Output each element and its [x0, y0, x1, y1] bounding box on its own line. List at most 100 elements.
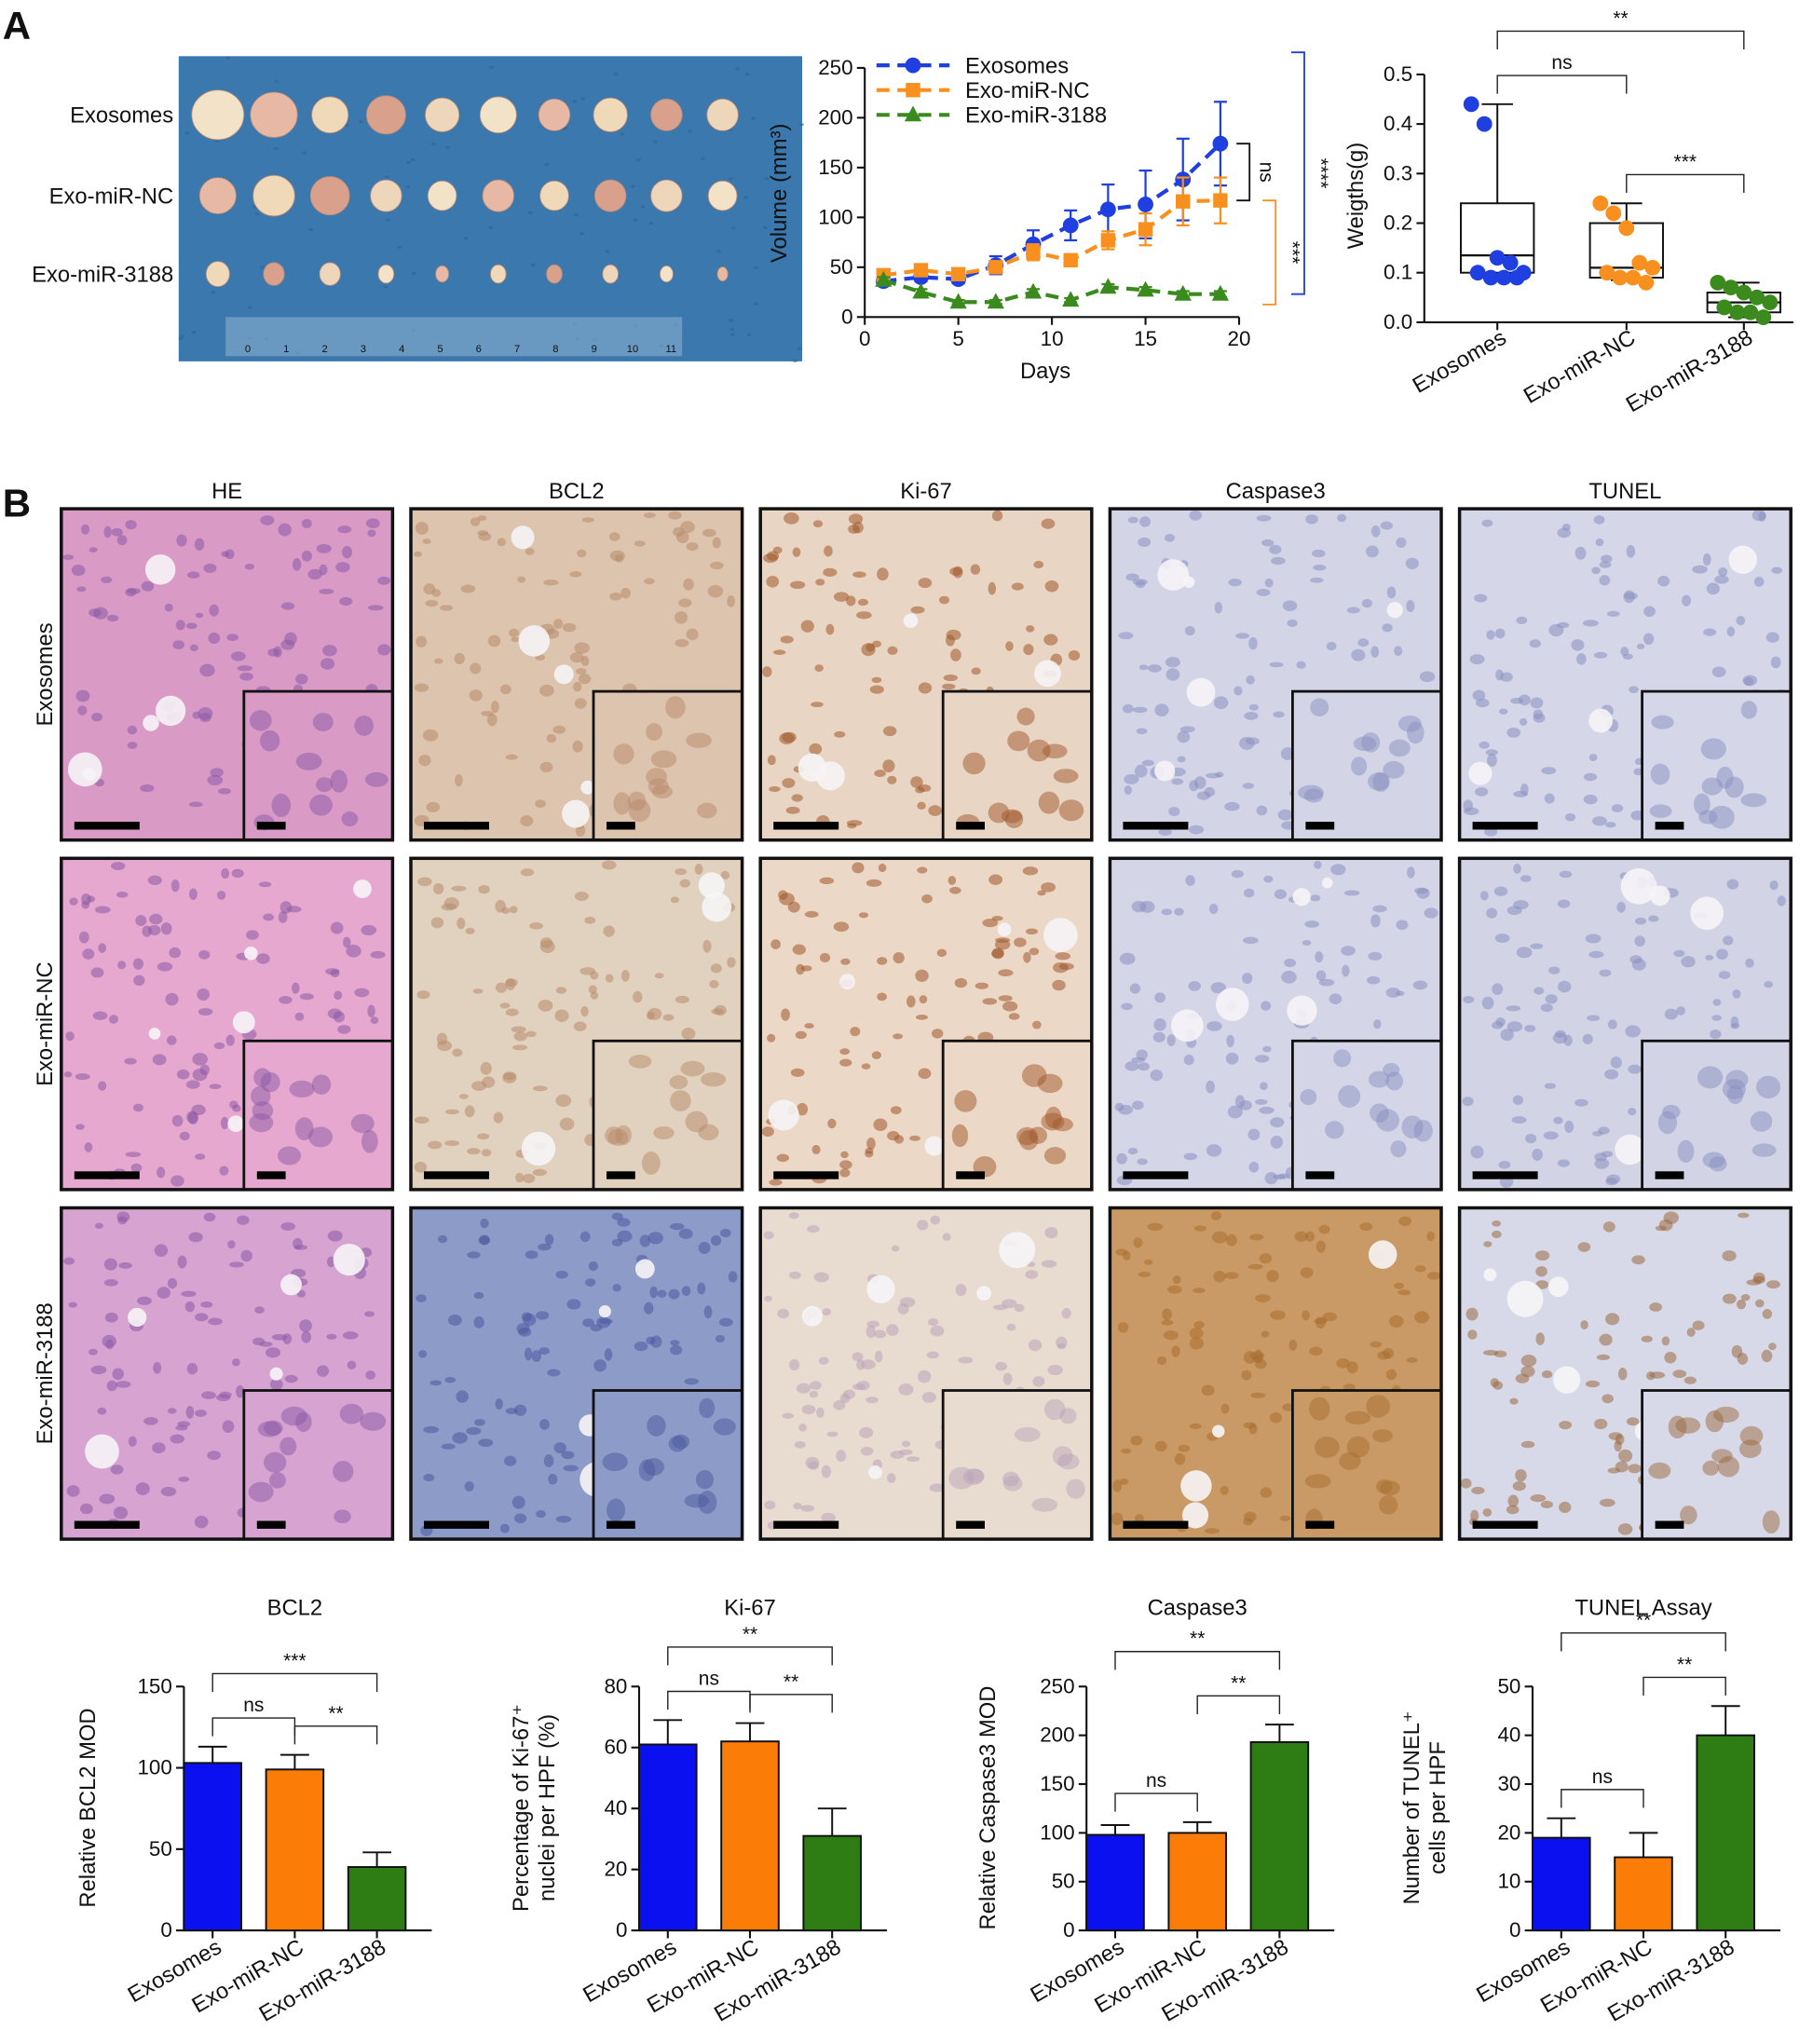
cell [112, 1368, 124, 1381]
inset-cell [1650, 763, 1670, 785]
photo-texture [488, 225, 493, 229]
cell [125, 1151, 142, 1158]
cell [99, 1493, 116, 1505]
cell [1330, 864, 1346, 876]
cell [1026, 625, 1035, 633]
cell [1599, 561, 1612, 568]
bar [1614, 1856, 1673, 1932]
scale-bar [1472, 822, 1538, 830]
bar [1249, 1741, 1310, 1932]
cell [998, 995, 1013, 1002]
cell [620, 970, 630, 982]
cell [447, 1314, 462, 1327]
cell [278, 911, 288, 923]
bar [265, 1768, 325, 1932]
cell [470, 662, 482, 675]
cell [1184, 625, 1195, 636]
point [1024, 282, 1043, 299]
cell [157, 1287, 171, 1300]
significance-bracket [1561, 1632, 1726, 1652]
cell [1121, 1448, 1132, 1454]
cell [198, 949, 211, 960]
cell [1628, 1064, 1642, 1074]
chart-title: BCL2 [267, 1595, 323, 1620]
cell [603, 925, 615, 937]
cell [1210, 1211, 1222, 1220]
cell [609, 550, 625, 562]
cell [1509, 1397, 1519, 1405]
cell [339, 596, 353, 606]
cell [185, 622, 198, 630]
cell [1249, 1233, 1264, 1241]
cell [890, 1106, 902, 1115]
cell [1643, 633, 1655, 646]
inset-cell [1338, 1084, 1361, 1108]
cell [856, 1381, 870, 1391]
inset-cell [1657, 1111, 1678, 1135]
cell [1765, 632, 1779, 643]
legend-marker [904, 105, 922, 122]
cell [90, 1365, 107, 1375]
cell [1535, 1332, 1545, 1346]
cell [337, 1025, 351, 1034]
cell [668, 511, 682, 520]
y-tick-label: 0 [1063, 1918, 1074, 1942]
cell [1193, 1321, 1205, 1329]
inset-cell [951, 1124, 969, 1148]
cell [1405, 557, 1419, 570]
scale-bar [1655, 822, 1684, 830]
inset-cell [1304, 1474, 1331, 1489]
cell [1641, 1335, 1653, 1342]
cell [286, 906, 302, 913]
cell [91, 713, 102, 722]
cell [1580, 1320, 1588, 1330]
scale-bar [773, 1520, 839, 1529]
cell [1296, 661, 1306, 669]
cell [1138, 537, 1152, 547]
cell [1544, 793, 1555, 804]
frame [1457, 1206, 1793, 1541]
cell [1394, 646, 1403, 657]
cell [89, 547, 98, 552]
scale-bar [1305, 1171, 1335, 1179]
cell [1768, 1342, 1777, 1351]
inset-cell [643, 1458, 664, 1476]
cell [1171, 1345, 1180, 1357]
cell [160, 922, 172, 935]
panel-label: A [3, 4, 31, 48]
cell [1141, 759, 1154, 767]
cell [703, 1305, 713, 1319]
cell [807, 1225, 820, 1233]
inset-cell [962, 752, 986, 775]
tumor [427, 180, 457, 211]
photo-texture [531, 263, 536, 266]
significance-label: ** [784, 1671, 798, 1693]
vacuole [598, 1305, 611, 1318]
cell [680, 521, 695, 534]
cell [767, 1033, 776, 1042]
cell [882, 726, 897, 737]
cell [1366, 545, 1379, 558]
cell [1582, 1033, 1593, 1044]
photo-texture [405, 185, 410, 188]
cell [1500, 672, 1513, 682]
cell [866, 1325, 876, 1339]
cell [1386, 586, 1397, 599]
cell [1516, 616, 1528, 625]
y-tick-label: 20 [1497, 1820, 1520, 1844]
significance-label: ns [699, 1668, 719, 1689]
cell [647, 1007, 662, 1020]
inset-cell [1705, 1410, 1724, 1433]
tumor [482, 179, 515, 212]
cell [566, 1299, 581, 1310]
vacuole [1386, 602, 1403, 619]
cell [982, 998, 998, 1005]
cell [1125, 1061, 1139, 1071]
cell [520, 868, 535, 877]
significance-bracket [1561, 1789, 1644, 1808]
scale-bar [256, 1520, 286, 1529]
cell [1281, 970, 1297, 984]
cell [1586, 1015, 1601, 1021]
point [1138, 197, 1153, 212]
frame [1457, 507, 1793, 842]
